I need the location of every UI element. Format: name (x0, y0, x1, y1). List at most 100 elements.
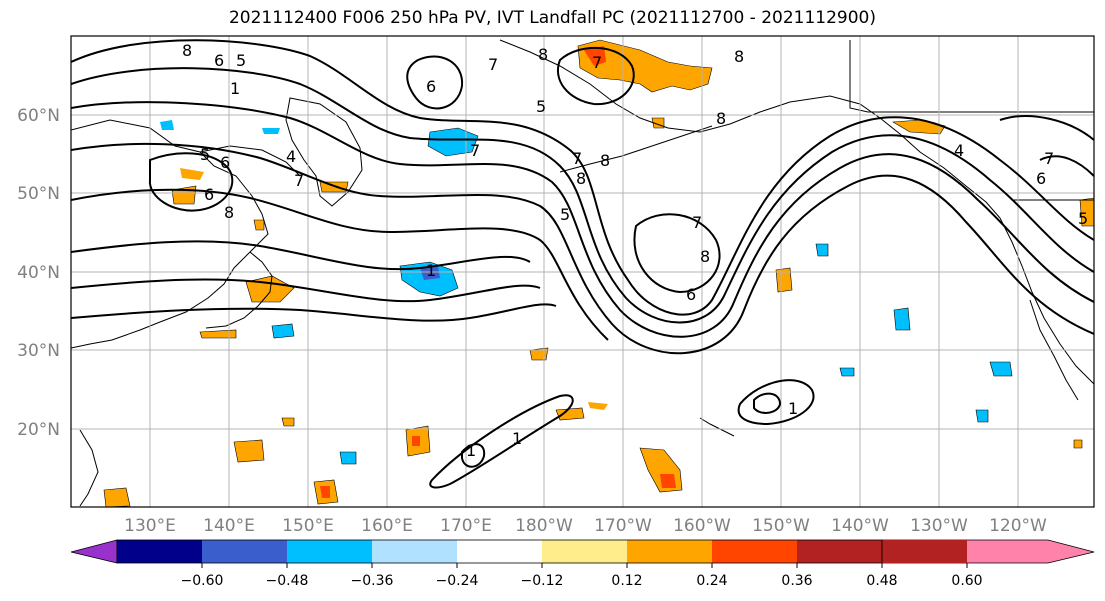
colorbar-segment (542, 540, 627, 563)
lat-label-20n: 20°N (17, 420, 60, 440)
pv-contour (461, 443, 486, 468)
colorbar-tick-label: 0.12 (611, 573, 642, 589)
anomaly-patch (989, 361, 1013, 377)
colorbar-segment (627, 540, 712, 563)
lon-label-130e: 130°E (124, 516, 176, 536)
anomaly-patch (588, 402, 608, 410)
colorbar-segment (712, 540, 797, 563)
contour-label: 7 (572, 149, 582, 168)
pv-contour (71, 303, 557, 322)
anomaly-patch (420, 266, 440, 280)
anomaly-patch (103, 487, 131, 507)
anomaly-patch (262, 128, 280, 134)
pv-contour (737, 379, 815, 426)
lat-label-60n: 60°N (17, 106, 60, 126)
colorbar-tick-label: 0.60 (951, 573, 982, 589)
colorbar-tick-label: 0.36 (781, 573, 812, 589)
pv-contour (71, 240, 531, 271)
lon-label-140e: 140°E (203, 516, 255, 536)
colorbar-tick-label: 0.24 (696, 573, 727, 589)
contour-label: 8 (734, 47, 744, 66)
contour-label: 6 (686, 285, 696, 304)
lon-label-170w: 170°W (594, 516, 652, 536)
contour-label: 5 (536, 97, 546, 116)
anomaly-patch (339, 451, 357, 465)
contour-label: 1 (230, 79, 240, 98)
colorbar-segment (457, 540, 542, 563)
lon-label-160w: 160°W (673, 516, 731, 536)
coastline-philippines (79, 429, 99, 507)
map-title: 2021112400 F006 250 hPa PV, IVT Landfall… (228, 8, 876, 28)
coastline-alaska (499, 39, 1001, 219)
pv-contour (633, 213, 721, 294)
anomaly-patch (584, 46, 606, 66)
border-canada-us (849, 40, 1094, 113)
anomaly-patch (180, 168, 204, 180)
contour-label: 5 (560, 205, 570, 224)
contour-label: 1 (466, 441, 476, 460)
anomaly-patch (319, 181, 349, 193)
contour-label: 8 (576, 169, 586, 188)
anomaly-patch (577, 39, 713, 93)
latitude-labels: 60°N 50°N 40°N 30°N 20°N (17, 106, 60, 440)
colorbar-tick-label: −0.36 (351, 573, 394, 589)
coastline-asia (71, 119, 269, 349)
contour-label: 4 (286, 147, 296, 166)
anomaly-patch (233, 439, 265, 463)
plot-border (70, 35, 1095, 508)
pv-contour (71, 142, 1094, 355)
pv-contour (999, 115, 1094, 141)
contour-label: 4 (954, 141, 964, 160)
anomaly-patch (775, 267, 793, 293)
anomaly-patch (320, 486, 330, 498)
colorbar-extend-low (70, 539, 118, 564)
anomaly-patch (271, 323, 295, 339)
contour-label: 5 (236, 51, 246, 70)
contour-label: 6 (214, 51, 224, 70)
pv-contour (71, 67, 1094, 324)
contour-label: 5 (1078, 209, 1088, 228)
lon-label-150e: 150°E (282, 516, 334, 536)
contour-label: 6 (1036, 169, 1046, 188)
lat-label-50n: 50°N (17, 184, 60, 204)
colorbar-tick-label: −0.48 (266, 573, 309, 589)
anomaly-patch (160, 120, 174, 130)
contour-labels: 8 6 5 1 6 4 7 5 6 8 1 6 7 8 5 7 8 8 7 4 … (182, 41, 1088, 460)
anomaly-patch (281, 417, 295, 427)
colorbar-segment (882, 540, 967, 563)
contour-label: 8 (182, 41, 192, 60)
lon-label-130w: 130°W (910, 516, 968, 536)
contour-label: 8 (224, 203, 234, 222)
pv-contour (71, 39, 1094, 316)
colorbar-segment (117, 540, 202, 563)
coastlines (71, 39, 1094, 507)
contour-label: 8 (700, 247, 710, 266)
anomaly-patch (893, 307, 911, 331)
colorbar-tick-label: −0.60 (181, 573, 224, 589)
contour-label: 7 (1044, 149, 1054, 168)
coastline-okhotsk (199, 145, 301, 177)
contour-label: 1 (512, 429, 522, 448)
lat-label-40n: 40°N (17, 263, 60, 283)
contour-label: 8 (600, 151, 610, 170)
coastline-hawaii (699, 417, 735, 437)
shaded-anomalies (103, 39, 1094, 507)
coastline-baja (1029, 299, 1079, 401)
coastline-north-america (999, 217, 1094, 385)
contour-label: 1 (426, 261, 436, 280)
contour-label: 7 (488, 55, 498, 74)
pv-contour (71, 278, 541, 303)
pv-contour (148, 152, 234, 212)
pv-contour (429, 394, 574, 489)
lon-label-150w: 150°W (752, 516, 810, 536)
contour-label: 7 (592, 53, 602, 72)
contour-label: 6 (426, 77, 436, 96)
lat-label-30n: 30°N (17, 341, 60, 361)
anomaly-patch (555, 407, 585, 421)
pv-contour (1039, 155, 1094, 177)
lon-label-170e: 170°E (440, 516, 492, 536)
coastline-aleutians (559, 125, 713, 173)
anomaly-patch (815, 243, 829, 257)
colorbar-tick-label: −0.12 (521, 573, 564, 589)
